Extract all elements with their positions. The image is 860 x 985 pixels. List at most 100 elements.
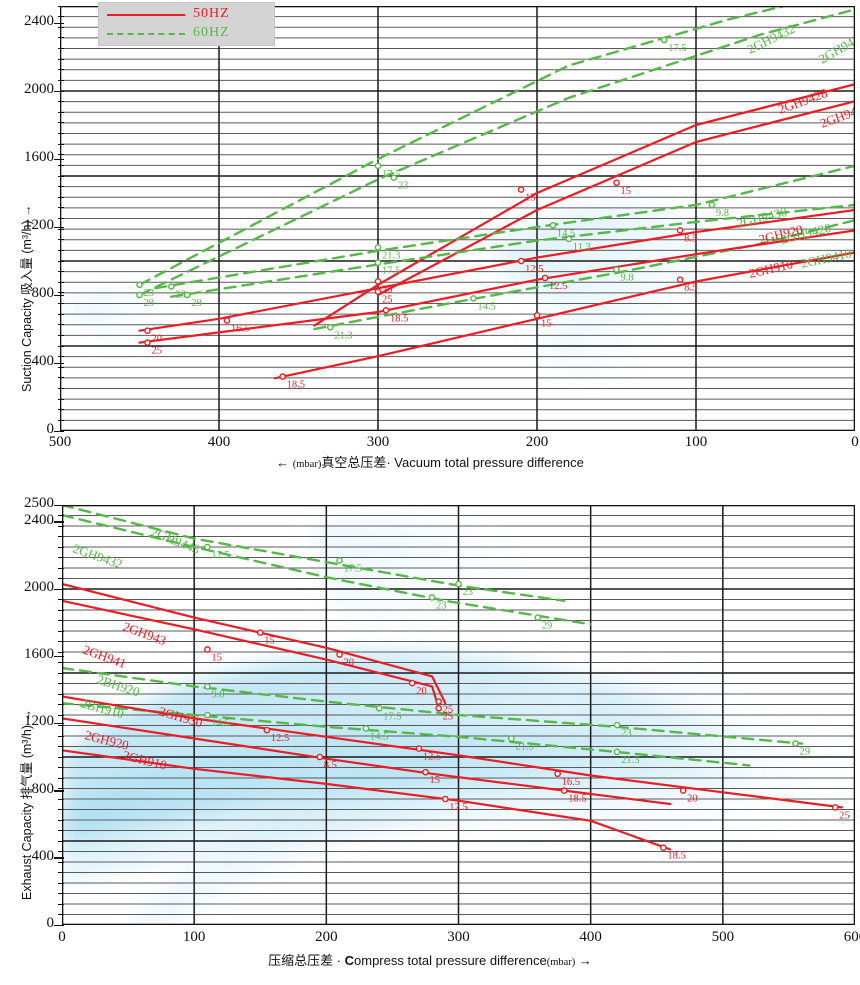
y-minor-tick [58, 893, 64, 894]
data-point-label: 29 [800, 747, 811, 758]
data-point-label: 23 [463, 587, 474, 598]
series-line-2GH9443 [62, 513, 592, 626]
lower-x-tick-200: 200 [315, 929, 338, 945]
y-minor-tick [58, 851, 64, 852]
upper-x-tick-400: 400 [207, 434, 231, 450]
data-point-label: 15 [264, 636, 275, 647]
data-point-label: 25 [382, 284, 393, 295]
y-minor-tick [58, 536, 64, 537]
y-minor-tick [58, 79, 64, 81]
data-point-label: 16.5 [562, 777, 580, 788]
data-point-label: 15 [429, 775, 440, 786]
data-point-label: 17.5 [382, 266, 400, 277]
upper-x-tick-100: 100 [684, 434, 708, 450]
data-point-label: 21.3 [621, 755, 639, 766]
series-name-label: 2BH910 [79, 695, 125, 721]
upper-xlabel-unit: (mbar) [292, 459, 322, 470]
y-minor-tick [58, 249, 64, 251]
y-minor-tick [58, 69, 64, 71]
upper-x-tick-200: 200 [525, 434, 549, 450]
data-point-label: 23 [144, 288, 155, 299]
y-minor-tick [58, 840, 64, 842]
data-point-label: 25 [382, 295, 393, 306]
y-tick-mark [54, 655, 64, 658]
series-line-2BH910 [62, 702, 751, 767]
upper-x-tick-300: 300 [366, 434, 390, 450]
y-minor-tick [58, 388, 64, 389]
series-name-label: 2GH9410 [800, 246, 853, 271]
y-minor-tick [58, 313, 64, 315]
y-minor-tick [58, 419, 64, 421]
y-minor-tick [58, 630, 64, 632]
lower-x-tick-300: 300 [447, 929, 470, 945]
y-minor-tick [58, 111, 64, 113]
y-minor-tick [58, 366, 64, 368]
lower-xlabel-cn: 压缩总压差 · [268, 953, 345, 968]
lower-x-axis-caption: 压缩总压差 · Compress total pressure differen… [0, 950, 860, 969]
lower-y-tick-1600: 1600 [24, 646, 54, 663]
y-minor-tick [58, 903, 64, 905]
y-minor-tick [58, 356, 64, 358]
lower-xlabel-arrow: → [575, 953, 592, 968]
series-line-2GH9410 [313, 219, 855, 331]
y-minor-tick [58, 588, 64, 590]
data-point-label: 17.5 [382, 169, 400, 180]
y-minor-tick [58, 345, 64, 347]
data-point-label: 8.5 [684, 233, 697, 244]
data-point-label: 20 [151, 334, 162, 345]
y-minor-tick [58, 207, 64, 209]
y-minor-tick [58, 557, 64, 558]
series-name-label: 2GH9432 [745, 21, 798, 57]
y-minor-tick [58, 303, 64, 304]
y-minor-tick [58, 704, 64, 705]
data-point-label: 9.8 [716, 208, 729, 219]
y-minor-tick [58, 186, 64, 188]
y-minor-tick [58, 620, 64, 621]
lower-x-tick-600: 600 [843, 929, 860, 945]
data-point-label: 14.5 [477, 301, 495, 312]
y-minor-tick [58, 398, 64, 400]
y-minor-tick [58, 271, 64, 273]
data-point-label: 9.8 [621, 273, 634, 284]
y-minor-tick [58, 641, 64, 642]
y-minor-tick [58, 430, 64, 432]
data-point-label: 18.5 [287, 380, 305, 391]
data-point-label: 25 [443, 711, 454, 722]
y-minor-tick [58, 281, 64, 283]
lower-y-tick-800: 800 [31, 780, 55, 797]
legend-item-50hz: 50HZ [107, 6, 267, 24]
y-tick-mark [54, 722, 64, 725]
y-minor-tick [58, 746, 64, 747]
data-point-label: 15 [211, 652, 222, 663]
y-minor-tick [58, 16, 64, 18]
y-minor-tick [58, 48, 64, 49]
y-minor-tick [58, 324, 64, 326]
y-minor-tick [58, 292, 64, 294]
lower-y-tick-2000: 2000 [24, 579, 54, 595]
data-point-label: 12.5 [525, 264, 543, 275]
legend-swatch-50hz [107, 14, 185, 16]
y-minor-tick [58, 735, 64, 737]
data-point-label: 21.3 [382, 250, 400, 261]
data-point-label: 20 [416, 686, 427, 697]
data-point-label: 21.3 [334, 330, 352, 341]
data-point-label: 17.5 [383, 711, 401, 722]
lower-y-tick-2500: 2500 [24, 495, 54, 511]
data-point-label: 15 [621, 186, 632, 197]
series-line-2GH9432 [62, 505, 566, 602]
y-minor-tick [58, 788, 64, 789]
y-minor-tick [58, 714, 64, 716]
upper-y-tick-1200: 1200 [24, 217, 54, 233]
y-minor-tick [58, 914, 64, 915]
legend-swatch-60hz [107, 33, 185, 35]
y-minor-tick [58, 672, 64, 674]
y-minor-tick [58, 196, 64, 198]
data-point-label: 29 [144, 298, 155, 309]
y-tick-mark [54, 158, 64, 161]
data-point-label: 29 [191, 298, 202, 309]
y-minor-tick [58, 819, 64, 821]
upper-x-tick-500: 500 [48, 434, 72, 450]
lower-y-tick-1200: 1200 [24, 713, 54, 730]
series-line-2GH920 [62, 717, 672, 806]
series-line-2GH9430 [154, 164, 855, 290]
